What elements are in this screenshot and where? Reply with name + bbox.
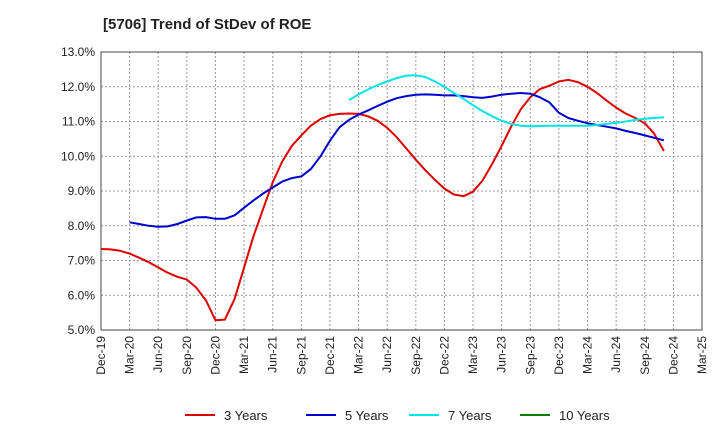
x-tick-label: Sep-23: [523, 336, 537, 375]
x-tick-label: Jun-24: [609, 336, 623, 373]
y-tick-label: 9.0%: [68, 184, 96, 198]
x-tick-label: Sep-21: [294, 336, 308, 375]
x-tick-label: Dec-21: [323, 336, 337, 375]
x-tick-label: Jun-23: [495, 336, 509, 373]
chart-title: [5706] Trend of StDev of ROE: [103, 16, 311, 33]
plot-border: [100, 51, 703, 331]
x-tick-label: Jun-20: [151, 336, 165, 373]
x-tick-label: Sep-24: [638, 336, 652, 375]
x-tick-label: Sep-22: [409, 336, 423, 375]
x-tick-label: Mar-24: [581, 336, 595, 374]
x-tick-label: Dec-19: [94, 336, 108, 375]
x-tick-label: Dec-20: [208, 336, 222, 375]
x-axis: Dec-19 Mar-20 Jun-20 Sep-20 Dec-20 Mar-21 Jun-…: [94, 336, 709, 375]
y-tick-label: 5.0%: [68, 323, 96, 337]
y-tick-label: 11.0%: [62, 115, 95, 129]
y-tick-label: 13.0%: [61, 45, 95, 59]
series-lines: [100, 74, 665, 322]
x-tick-label: Dec-22: [437, 336, 451, 375]
x-tick-label: Jun-22: [380, 336, 394, 373]
legend-label: 7 Years: [448, 408, 492, 423]
series-line-5-years: [129, 92, 665, 228]
series-line-7-years: [348, 74, 664, 128]
legend-label: 3 Years: [224, 408, 268, 423]
y-tick-label: 7.0%: [68, 254, 96, 268]
grid-lines: [100, 51, 703, 331]
x-tick-label: Mar-21: [237, 336, 251, 374]
legend-label: 5 Years: [345, 408, 389, 423]
y-tick-label: 10.0%: [61, 149, 95, 163]
y-tick-label: 8.0%: [68, 219, 96, 233]
x-tick-label: Jun-21: [266, 336, 280, 373]
x-tick-label: Mar-20: [123, 336, 137, 374]
x-tick-label: Dec-23: [552, 336, 566, 375]
y-tick-label: 6.0%: [68, 288, 96, 302]
x-tick-label: Mar-25: [695, 336, 709, 374]
x-tick-label: Sep-20: [180, 336, 194, 375]
legend-label: 10 Years: [559, 408, 610, 423]
y-tick-label: 12.0%: [61, 80, 95, 94]
legend: 3 Years 5 Years 7 Years 10 Years: [185, 408, 610, 423]
x-tick-label: Mar-23: [466, 336, 480, 374]
y-axis: 5.0% 6.0% 7.0% 8.0% 9.0% 10.0% 11.0% 12.0% 13.0%: [61, 45, 95, 337]
x-tick-label: Dec-24: [666, 336, 680, 375]
series-line-3-years: [100, 78, 665, 322]
x-tick-label: Mar-22: [352, 336, 366, 374]
